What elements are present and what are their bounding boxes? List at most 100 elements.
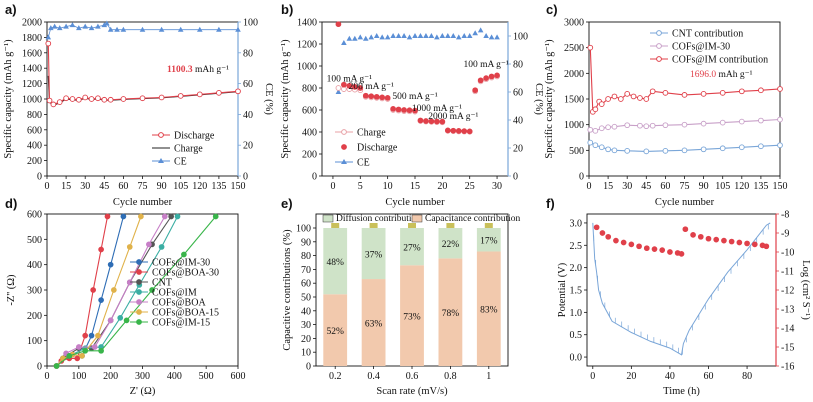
panel-d-series-point [123,317,130,324]
panel-c-cnt-point [662,147,669,154]
panel-b-rate-label: 500 mA g⁻¹ [392,92,437,102]
panel-f-ytick-label: 1.5 [570,286,583,297]
panel-b-xtick-label: 20 [437,181,447,192]
panel-e-bar-cap [484,223,493,228]
panel-b-xtick-label: 15 [410,181,420,192]
panel-d-series-point [91,344,98,350]
panel-b-ytick-label: 1200 [297,40,317,51]
panel-b-discharge-point [390,106,396,112]
panel-b-discharge-point [368,93,375,100]
panel-d-series-point [98,347,104,354]
panel-c-ytick-label: 0 [579,172,584,183]
panel-c-im-point [643,96,650,102]
panel-b-ytick-label: 400 [302,128,317,139]
panel-d-series-point [107,317,114,324]
panel-b-legend-charge-swatch-marker [341,129,347,135]
panel-a-ytick-label: 400 [27,141,42,152]
panel-b-discharge-point [395,106,402,113]
panel-d-ylabel: -Z'' (Ω) [6,274,17,306]
panel-e-ytick-label: 0 [306,362,311,373]
panel-e-diffusion-label: 17% [480,237,498,247]
panel-e-ytick-label: 100 [296,224,311,235]
panel-b-ce-point [352,35,358,41]
panel-a-ce-point [88,25,95,31]
panel-d-legend-0-swatch-marker [136,259,142,265]
panel-a-ce-point [69,22,76,28]
panel-a-discharge-point [88,96,95,102]
panel-f-y2tick-label: -9 [781,229,789,240]
panel-f-ytick-label: 1.0 [570,308,583,319]
panel-d-series-point [138,213,144,220]
panel-d: 0 100 200 300 400 500 600 0 100 200 300 400 500 600 d)… [5,196,246,397]
panel-f-logd-point [690,232,696,238]
panel-f-logd-point [593,224,600,231]
panel-c-legend-cnt-label: CNT contribution [672,29,743,40]
panel-a-legend-discharge-swatch-marker [158,132,164,138]
panel-c-im-point [719,89,726,96]
panel-a-ce-point [101,22,108,28]
panel-c-annotation-unit: mAh g⁻¹ [716,70,753,80]
panel-e-legend-capacitance-swatch [411,214,423,223]
panel-e-bar-cap [369,223,378,228]
panel-c-cnt-point [700,146,707,153]
panel-e-bar-capacitance [438,258,463,366]
panel-e-capacitance-label: 83% [480,306,498,316]
panel-c-im30-point [611,123,618,130]
panel-b: 0 5 10 15 20 25 30 0 200 400 600 800 1000 1200 1400 0 20… [280,2,544,208]
panel-a-discharge-point [216,89,222,96]
panel-d-series-point [82,347,89,354]
panel-b-ce-point [494,34,500,40]
panel-a-y2tick-label: 60 [243,79,253,90]
panel-c-xtick-label: 120 [734,181,749,192]
panel-d-ytick-label: 600 [27,210,42,221]
panel-f-logd-point [628,241,635,248]
panel-a-ce-point [63,23,69,29]
panel-a-legend-charge-label: Charge [174,144,203,155]
panel-a-ce-point [114,26,120,32]
panel-e-xtick-label: 0.6 [406,371,419,382]
panel-f-y2tick-label: -14 [781,324,794,335]
panel-f-logd-point [736,239,743,246]
panel-c-cnt-point [624,147,631,154]
panel-a-annotation-value: 1100.3 [167,65,193,75]
panel-c-ytick-label: 3000 [564,18,584,29]
panel-d-series-point [104,213,111,220]
panel-e-capacitance-label: 78% [442,309,460,319]
panel-f-logd-point [697,233,704,240]
panel-b-xtick-label: 10 [383,181,393,192]
panel-c-cnt-point [738,144,745,151]
panel-c-im-point [587,44,594,51]
panel-a-letter: a) [5,2,17,17]
panel-b-rate-label: 1000 mA g⁻¹ [412,104,462,114]
panel-b-ce-point [445,33,451,38]
panel-b-discharge-point [461,128,468,134]
panel-d-series-point [107,261,114,268]
panel-f-ylabel: Potential (V) [557,262,568,317]
panel-b-rate-label: 100 mA g⁻¹ [327,74,372,84]
panel-e-bar-diffusion [323,228,348,295]
panel-b-discharge-point [466,128,473,135]
panel-a-discharge-point [45,40,52,47]
panel-e-xtick-label: 0.4 [367,371,380,382]
panel-e-ytick-label: 90 [301,237,311,248]
panel-a-y2tick-label: 0 [243,172,248,183]
panel-d-xtick-label: 300 [135,371,150,382]
panel-b-ce-point [455,34,462,40]
panel-a-ce-point [82,23,88,29]
panel-a-ce-point [235,26,241,32]
panel-b-ytick-label: 1400 [297,18,317,29]
panel-d-series-point [110,287,117,293]
panel-a-ytick-label: 800 [27,110,42,121]
panel-f-logd-point [599,230,606,236]
panel-b-rate-label: 100 mA g⁻¹ [463,60,508,70]
panel-d-legend-5-swatch-marker [136,309,142,315]
panel-d-series-point [212,213,219,220]
panel-f-logd-point [713,236,720,243]
panel-e-bar-cap [446,223,455,228]
panel-f-y2tick-label: -8 [781,210,789,221]
panel-b-discharge-point [384,95,391,101]
panel-a-discharge-point [139,95,146,102]
panel-d-legend-2-swatch-marker [136,279,142,285]
panel-f-y2tick-label: -12 [781,286,794,297]
panel-f-ytick-label: 2.5 [570,241,583,252]
